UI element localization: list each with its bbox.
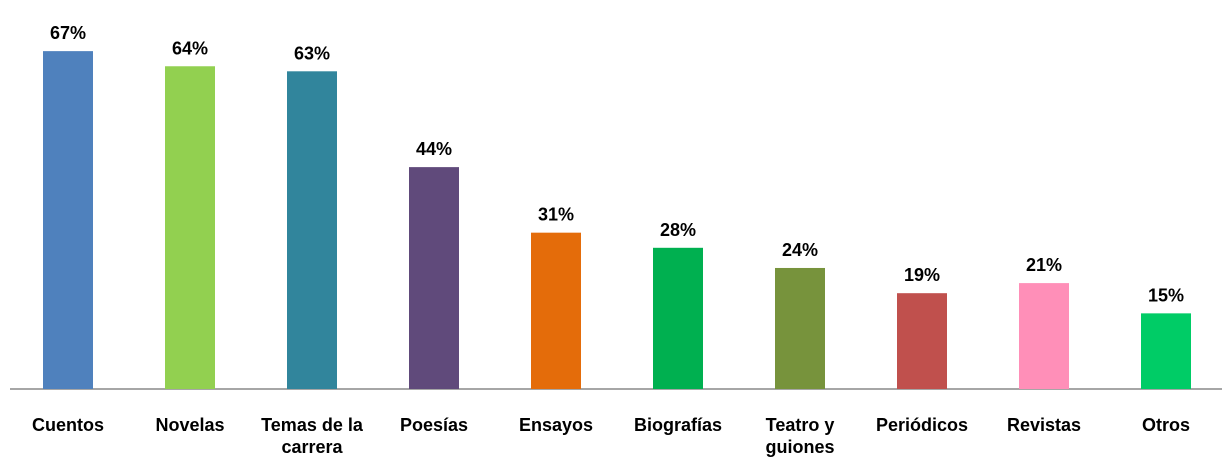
value-label: 19% [904,265,940,285]
value-label: 31% [538,205,574,225]
x-tick-label: Teatro y guiones [765,415,835,457]
bar [897,293,947,389]
value-label: 64% [172,38,208,58]
bar [1141,313,1191,389]
x-tick-label: Revistas [1006,415,1082,435]
value-label: 67% [50,23,86,43]
x-tick-label: Ensayos [518,415,594,435]
x-tick-label: Periódicos [875,415,969,435]
x-tick-label: Otros [1141,415,1190,435]
bar [1019,283,1069,389]
bar [165,66,215,389]
value-label: 21% [1026,255,1062,275]
x-tick-label: Temas de la carrera [261,415,363,457]
bar [43,51,93,389]
x-tick-label: Novelas [155,415,225,435]
bar [409,167,459,389]
value-label: 28% [660,220,696,240]
x-tick-label: Biografías [633,415,723,435]
value-label: 44% [416,139,452,159]
value-label: 24% [782,240,818,260]
bar [775,267,825,389]
bar [653,247,703,389]
value-label: 63% [294,43,330,63]
bar [287,71,337,390]
bar [531,232,581,389]
x-tick-label: Poesías [399,415,469,435]
value-label: 15% [1148,285,1184,305]
x-tick-label: Cuentos [32,415,104,435]
